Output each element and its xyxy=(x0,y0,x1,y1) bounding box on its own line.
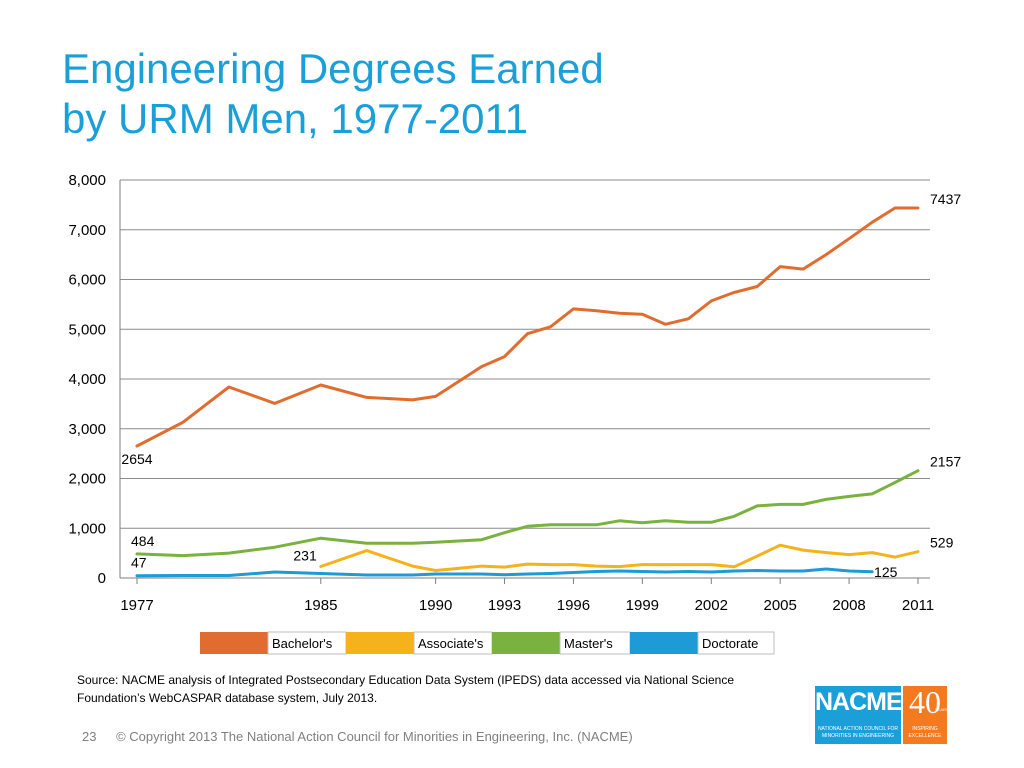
data-label: 529 xyxy=(930,535,954,551)
legend-label: Bachelor's xyxy=(272,636,333,651)
data-label: 47 xyxy=(131,555,147,571)
slide-title: Engineering Degrees Earned by URM Men, 1… xyxy=(62,44,604,144)
y-tick-label: 5,000 xyxy=(68,321,106,338)
x-tick-label: 1990 xyxy=(419,597,452,614)
series-line-masters xyxy=(135,469,920,558)
logo-anniversary-number: 40 xyxy=(909,684,941,720)
data-label: 484 xyxy=(131,533,155,549)
footer: 23 © Copyright 2013 The National Action … xyxy=(82,729,633,744)
x-tick-label: 2005 xyxy=(763,597,796,614)
legend-label: Doctorate xyxy=(702,636,758,651)
logo-main-block xyxy=(815,686,901,744)
series-line-doctorate xyxy=(135,567,874,578)
legend-label: Associate's xyxy=(418,636,484,651)
data-label: 2654 xyxy=(121,451,152,467)
x-tick-label: 2008 xyxy=(832,597,865,614)
x-tick-label: 2011 xyxy=(902,597,934,614)
x-tick-label: 1996 xyxy=(557,597,590,614)
x-tick-label: 2002 xyxy=(695,597,728,614)
chart-legend: Bachelor's Associate's Master's Doctorate xyxy=(200,631,775,655)
logo-side-tagline: INSPIRING EXCELLENCE xyxy=(908,726,942,739)
legend-label-box xyxy=(697,631,775,655)
copyright-text: © Copyright 2013 The National Action Cou… xyxy=(116,729,633,744)
x-tick-label: 1999 xyxy=(626,597,659,614)
logo-brand-text: NACME xyxy=(815,688,903,716)
legend-label: Master's xyxy=(564,636,613,651)
source-note: Source: NACME analysis of Integrated Pos… xyxy=(77,673,734,705)
legend-swatch xyxy=(346,632,414,654)
slide-title-line2: by URM Men, 1977-2011 xyxy=(62,95,529,142)
x-tick-label: 1985 xyxy=(304,597,337,614)
x-tick-label: 1993 xyxy=(488,597,521,614)
data-label: 231 xyxy=(293,548,317,564)
nacme-logo: NACME NATIONAL ACTION COUNCIL FOR MINORI… xyxy=(815,684,949,744)
data-label: 125 xyxy=(874,564,898,580)
series-line-associates xyxy=(319,543,920,572)
legend-swatch xyxy=(492,632,560,654)
logo-tagline: NATIONAL ACTION COUNCIL FOR MINORITIES I… xyxy=(817,726,899,739)
data-label: 7437 xyxy=(930,191,961,207)
y-tick-label: 3,000 xyxy=(68,421,106,438)
logo-years-text: YEARS xyxy=(935,707,949,712)
x-tick-label: 1977 xyxy=(120,597,153,614)
slide-title-line1: Engineering Degrees Earned xyxy=(62,45,604,92)
y-tick-label: 1,000 xyxy=(68,520,106,537)
page-number: 23 xyxy=(82,729,97,744)
y-tick-label: 8,000 xyxy=(68,172,106,189)
y-tick-label: 4,000 xyxy=(68,371,106,388)
y-tick-label: 6,000 xyxy=(68,272,106,289)
y-tick-label: 2,000 xyxy=(68,471,106,488)
y-tick-label: 7,000 xyxy=(68,222,106,239)
y-tick-label: 0 xyxy=(98,570,106,587)
legend-swatch xyxy=(200,632,268,654)
legend-swatch xyxy=(630,632,698,654)
logo-side-block xyxy=(903,686,947,744)
series-line-bachelors xyxy=(135,206,920,448)
data-label: 2157 xyxy=(930,454,961,470)
